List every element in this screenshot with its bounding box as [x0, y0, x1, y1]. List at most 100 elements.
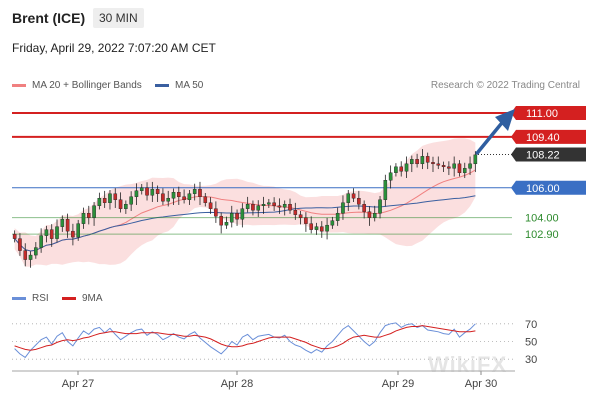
candle-body [410, 159, 414, 165]
candle-body [415, 159, 419, 165]
candle-body [229, 212, 234, 223]
candle-body [288, 204, 292, 211]
level-tag-109.40 [511, 129, 586, 144]
legend-ma50: MA 50 [155, 80, 203, 91]
candle-body [462, 168, 467, 173]
level-label-108.22: 108.22 [526, 150, 560, 162]
candle-body [267, 202, 271, 205]
legend-ma20-label: MA 20 + Bollinger Bands [32, 80, 142, 91]
candle-body [309, 223, 313, 230]
candle-body [18, 238, 22, 251]
chart-header: Brent (ICE) 30 MIN [0, 0, 590, 38]
level-label-102.90: 102.90 [525, 229, 559, 241]
candle-body [473, 154, 478, 165]
candle-body [319, 226, 324, 232]
rsi-ma-swatch [62, 297, 76, 300]
candle-body [298, 214, 303, 218]
candle-body [208, 202, 213, 209]
candle-body [65, 218, 70, 232]
candle-body [49, 229, 54, 239]
candle-body [351, 193, 356, 199]
legend-rsi-ma-label: 9MA [82, 293, 103, 304]
candle-body [383, 180, 388, 200]
x-tick-label: Apr 30 [465, 378, 497, 390]
x-tick-label: Apr 28 [221, 378, 253, 390]
ma50-swatch [155, 84, 169, 87]
legend-ma20: MA 20 + Bollinger Bands [12, 80, 142, 91]
candle-body [404, 163, 409, 172]
candle-body [436, 163, 441, 166]
rsi-panel: 70 50 30 [12, 319, 537, 366]
candle-body [198, 189, 202, 197]
candle-body [55, 226, 59, 239]
candle-body [335, 212, 340, 221]
candle-body [256, 205, 261, 211]
candle-body [145, 187, 149, 196]
candle-body [113, 193, 118, 200]
candle-body [34, 247, 38, 256]
candle-body [81, 212, 86, 224]
candle-body [425, 156, 430, 163]
candle-body [367, 211, 372, 218]
candle-body [134, 190, 139, 197]
candle-body [325, 224, 329, 232]
candle-body [261, 204, 266, 206]
chart-datetime: Friday, April 29, 2022 7:07:20 AM CET [12, 41, 216, 55]
candlesticks [12, 149, 478, 268]
candle-body [118, 199, 123, 209]
level-label-104.00: 104.00 [525, 213, 559, 225]
level-label-109.40: 109.40 [526, 132, 560, 144]
candle-body [150, 189, 155, 196]
arrow-shaft [475, 122, 503, 155]
legend-ma50-label: MA 50 [175, 80, 204, 91]
candle-body [177, 192, 181, 197]
candle-body [399, 166, 404, 172]
candle-body [44, 229, 49, 236]
x-tick-label: Apr 29 [382, 378, 414, 390]
candle-body [314, 226, 319, 230]
candle-body [86, 212, 91, 218]
candle-body [362, 204, 366, 212]
candle-body [235, 212, 239, 220]
timeframe-badge[interactable]: 30 MIN [93, 8, 144, 28]
candle-body [447, 166, 451, 169]
candle-body [155, 189, 160, 194]
legend-rsi: RSI [12, 293, 49, 304]
candle-body [441, 165, 446, 168]
candle-body [161, 193, 165, 202]
candle-body [187, 193, 192, 200]
candle-body [240, 208, 245, 220]
candle-body [203, 196, 208, 203]
watermark-logo: WikiFX [428, 352, 508, 377]
x-tick-label: Apr 27 [62, 378, 94, 390]
candle-body [272, 202, 276, 206]
candle-body [245, 204, 250, 209]
candle-body [166, 198, 171, 202]
level-tag-111.00 [511, 105, 586, 120]
candle-body [97, 198, 102, 206]
candle-body [124, 204, 128, 209]
ma20-swatch [12, 84, 26, 87]
legend-rsi-label: RSI [32, 293, 49, 304]
candle-body [23, 250, 28, 260]
candle-body [378, 199, 382, 214]
candle-body [357, 198, 361, 205]
candle-body [192, 189, 197, 194]
candle-body [304, 217, 308, 224]
level-label-111.00: 111.00 [526, 108, 558, 120]
candle-body [420, 156, 425, 165]
candle-body [108, 193, 112, 203]
candle-body [214, 208, 218, 217]
candle-body [12, 233, 17, 239]
candle-body [468, 163, 472, 169]
candle-body [431, 162, 435, 165]
candle-body [129, 196, 133, 205]
candle-body [277, 205, 282, 208]
candle-body [139, 187, 144, 191]
rsi-level-label-70: 70 [525, 319, 537, 331]
candle-body [171, 192, 176, 199]
candle-body [457, 163, 462, 173]
rsi-level-label-30: 30 [525, 354, 537, 366]
level-tag-108.22 [511, 147, 586, 162]
level-tag-106.00 [511, 180, 586, 195]
